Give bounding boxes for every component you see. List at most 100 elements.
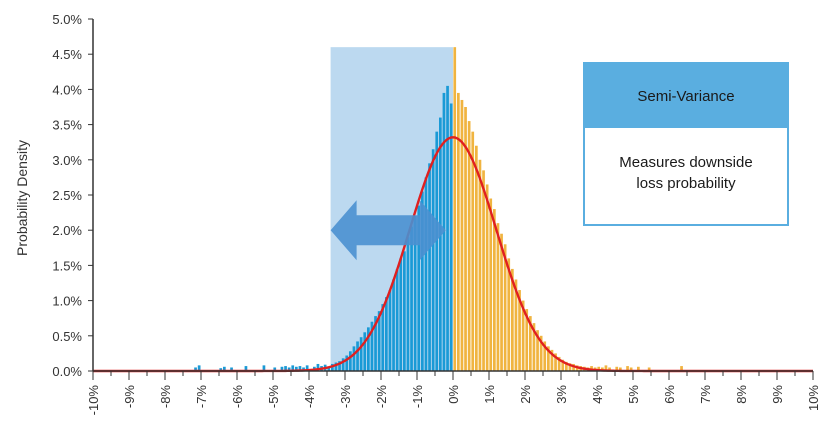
downside-bar — [424, 177, 428, 371]
upside-bar — [529, 316, 532, 371]
downside-bar — [395, 268, 399, 371]
x-tick-label: 5% — [626, 385, 641, 404]
upside-bar — [608, 367, 611, 371]
downside-bar — [298, 366, 302, 371]
downside-bar — [295, 366, 298, 371]
upside-bar — [539, 335, 543, 371]
downside-bar — [449, 103, 453, 371]
downside-bar — [197, 365, 201, 371]
arrow-layer — [330, 200, 446, 261]
downside-bar — [273, 367, 277, 371]
x-tick-label: -4% — [302, 385, 317, 409]
upside-bar — [619, 367, 622, 371]
upside-bar — [525, 309, 529, 371]
x-tick-label: 6% — [662, 385, 677, 404]
downside-bar — [194, 367, 197, 371]
upside-bar — [507, 258, 511, 371]
downside-bar — [349, 351, 352, 371]
x-tick-label: 8% — [734, 385, 749, 404]
upside-bar — [647, 367, 651, 371]
upside-bar — [457, 92, 460, 372]
y-tick-label: 1.0% — [52, 294, 82, 309]
upside-bar — [597, 366, 601, 371]
downside-bar — [345, 355, 349, 371]
y-tick-label: 2.0% — [52, 223, 82, 238]
downside-bar — [316, 363, 320, 371]
downside-bar — [280, 366, 284, 371]
upside-bar — [482, 170, 485, 371]
downside-bar — [223, 366, 226, 371]
x-tick-label: 0% — [446, 385, 461, 404]
upside-bar — [467, 121, 471, 371]
downside-bar — [435, 131, 439, 371]
downside-bar — [244, 366, 248, 371]
downside-bar — [334, 362, 338, 371]
upside-bar — [521, 300, 525, 371]
downside-bar — [367, 327, 370, 371]
upside-bar — [550, 349, 554, 371]
upside-bar — [615, 366, 619, 371]
x-tick-label: 9% — [770, 385, 785, 404]
info-box-title: Semi-Variance — [585, 64, 787, 128]
x-tick-label: -5% — [266, 385, 281, 409]
downside-bar — [287, 367, 291, 371]
x-tick-label: -7% — [194, 385, 209, 409]
x-tick-label: 10% — [806, 385, 821, 411]
downside-bar — [305, 365, 309, 371]
downside-bar — [428, 163, 431, 371]
x-tick-label: 3% — [554, 385, 569, 404]
y-tick-label: 0.0% — [52, 364, 82, 379]
x-tick-label: -10% — [86, 385, 101, 416]
upside-bar — [629, 367, 633, 371]
upside-bar — [511, 268, 514, 371]
upside-bar — [565, 361, 568, 371]
upside-bar — [680, 366, 683, 371]
upside-bar — [496, 223, 500, 371]
downside-bar — [381, 304, 385, 371]
downside-bar — [410, 226, 413, 371]
y-tick-label: 5.0% — [52, 12, 82, 27]
downside-bar — [399, 258, 403, 371]
downside-bar — [392, 279, 395, 371]
upside-bar — [604, 365, 608, 371]
downside-bar — [327, 366, 331, 371]
downside-bar — [352, 346, 356, 371]
upside-bar — [568, 363, 572, 371]
upside-bar — [503, 244, 507, 371]
upside-bar — [637, 366, 640, 371]
upside-bar — [478, 159, 482, 371]
upside-bar — [493, 209, 496, 371]
x-tick-label: -9% — [122, 385, 137, 409]
info-box-description: Measures downside loss probability — [585, 128, 787, 194]
downside-bar — [431, 149, 435, 371]
double-arrow-icon — [330, 200, 446, 261]
upside-bar — [489, 198, 493, 371]
upside-bar — [547, 346, 550, 371]
upside-bar — [485, 184, 489, 371]
info-box-line-1: Measures downside — [619, 154, 753, 171]
info-box-line-2: loss probability — [636, 175, 736, 192]
upside-bar — [471, 131, 475, 371]
y-tick-label: 4.0% — [52, 82, 82, 97]
y-tick-label: 3.0% — [52, 153, 82, 168]
downside-bar — [284, 366, 287, 371]
downside-bar — [341, 358, 345, 371]
y-tick-label: 1.5% — [52, 258, 82, 273]
downside-bar — [446, 85, 449, 371]
y-tick-label: 3.5% — [52, 118, 82, 133]
upside-bar — [514, 279, 518, 371]
x-tick-label: 4% — [590, 385, 605, 404]
y-tick-label: 2.5% — [52, 188, 82, 203]
downside-bar — [356, 341, 359, 371]
upside-bar — [464, 107, 467, 371]
downside-bar — [439, 117, 442, 371]
downside-bar — [374, 316, 377, 371]
downside-bar — [359, 337, 363, 371]
upside-bar — [536, 330, 539, 371]
upside-bar — [557, 356, 561, 371]
x-tick-label: -1% — [410, 385, 425, 409]
upside-bar — [518, 290, 521, 371]
downside-bar — [219, 368, 223, 371]
downside-bar — [262, 365, 266, 371]
